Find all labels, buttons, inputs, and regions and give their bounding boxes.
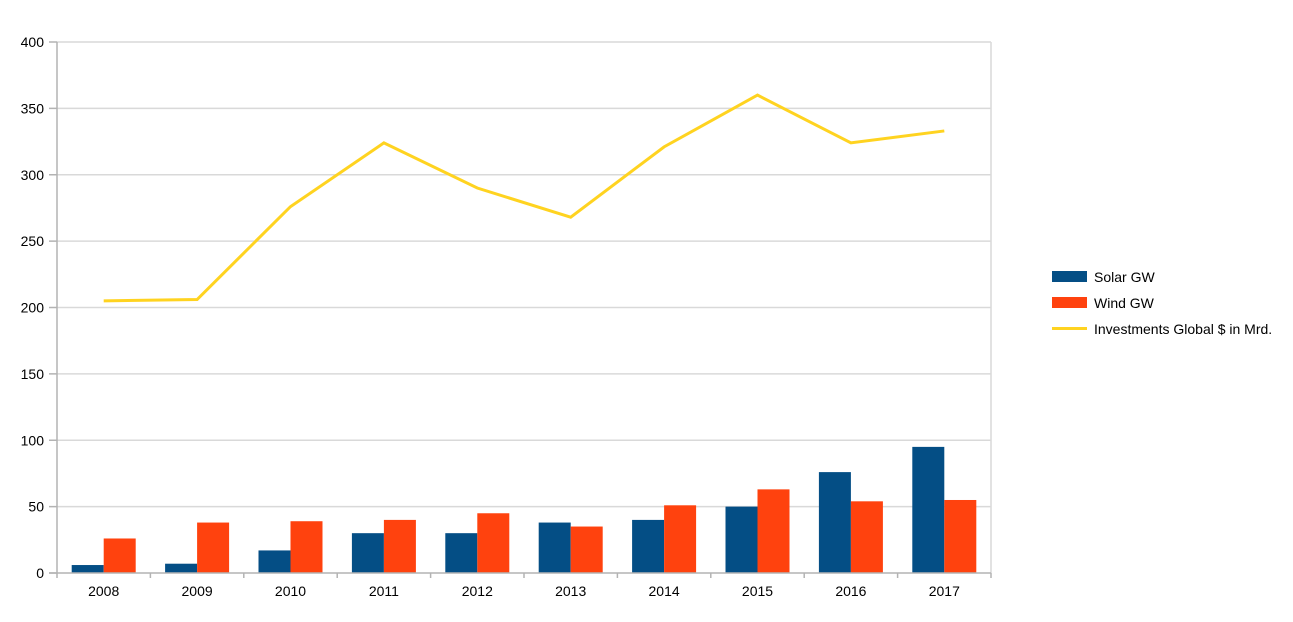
legend-item-investments-global-in-mrd-: Investments Global $ in Mrd. — [1052, 318, 1272, 339]
y-axis-tick-label: 150 — [21, 366, 45, 382]
legend-line-swatch — [1052, 327, 1087, 330]
bar-solar-gw-2009 — [165, 563, 198, 573]
bar-wind-gw-2009 — [197, 522, 230, 573]
y-axis-tick-label: 0 — [36, 565, 44, 581]
bar-wind-gw-2014 — [664, 505, 697, 573]
x-axis-tick-label: 2009 — [182, 583, 213, 599]
y-axis-tick-label: 50 — [28, 499, 44, 515]
bar-wind-gw-2008 — [103, 538, 136, 573]
bar-solar-gw-2011 — [351, 533, 384, 573]
bar-solar-gw-2016 — [818, 472, 851, 573]
bar-solar-gw-2014 — [632, 519, 665, 573]
line-investments-global-in-mrd- — [103, 93, 945, 303]
y-axis-tick-label: 350 — [21, 100, 45, 116]
legend-color-swatch — [1052, 271, 1087, 282]
bar-wind-gw-2013 — [570, 526, 603, 573]
bar-solar-gw-2013 — [538, 522, 571, 573]
bar-solar-gw-2012 — [445, 533, 478, 573]
x-axis-tick-label: 2015 — [742, 583, 773, 599]
bar-solar-gw-2015 — [725, 506, 758, 573]
bar-solar-gw-2008 — [71, 565, 104, 573]
legend-color-swatch — [1052, 297, 1087, 308]
legend-label: Investments Global $ in Mrd. — [1094, 320, 1273, 337]
bar-wind-gw-2017 — [944, 499, 977, 573]
bar-wind-gw-2011 — [383, 519, 416, 573]
x-axis-tick-label: 2013 — [555, 583, 586, 599]
bar-wind-gw-2010 — [290, 521, 323, 573]
legend-label: Wind GW — [1094, 294, 1154, 311]
y-axis-tick-label: 400 — [21, 34, 45, 50]
x-axis-tick-label: 2008 — [88, 583, 119, 599]
x-axis-tick-label: 2010 — [275, 583, 306, 599]
x-axis-tick-label: 2016 — [835, 583, 866, 599]
x-axis-tick-label: 2014 — [649, 583, 680, 599]
x-axis-tick-label: 2012 — [462, 583, 493, 599]
legend-item-solar-gw: Solar GW — [1052, 266, 1272, 287]
y-axis-tick-label: 250 — [21, 233, 45, 249]
x-axis-tick-label: 2011 — [369, 583, 399, 599]
bar-wind-gw-2016 — [850, 501, 883, 573]
bar-wind-gw-2015 — [757, 489, 790, 573]
x-axis-tick-label: 2017 — [929, 583, 960, 599]
chart-legend: Solar GW Wind GW Investments Global $ in M… — [1052, 266, 1272, 339]
legend-label: Solar GW — [1094, 268, 1155, 285]
bar-solar-gw-2017 — [912, 446, 945, 573]
bar-solar-gw-2010 — [258, 550, 291, 573]
legend-item-wind-gw: Wind GW — [1052, 292, 1272, 313]
y-axis-tick-label: 300 — [21, 167, 45, 183]
y-axis-tick-label: 200 — [21, 300, 45, 316]
y-axis-tick-label: 100 — [21, 432, 45, 448]
bar-wind-gw-2012 — [477, 513, 510, 573]
